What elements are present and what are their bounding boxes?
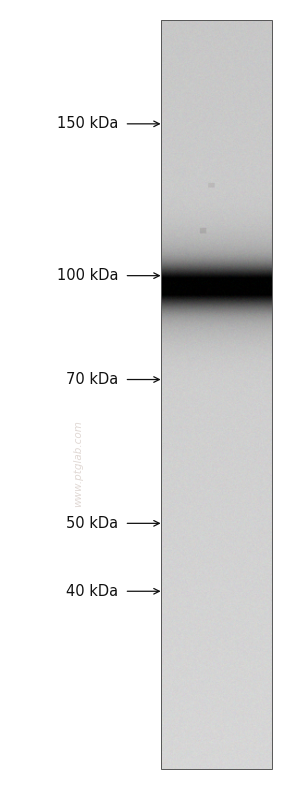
Text: 50 kDa: 50 kDa: [66, 516, 118, 531]
Text: www.ptglab.com: www.ptglab.com: [73, 420, 83, 507]
Text: 40 kDa: 40 kDa: [66, 584, 118, 598]
Text: 150 kDa: 150 kDa: [57, 117, 118, 131]
Bar: [160, 20, 272, 769]
Text: 100 kDa: 100 kDa: [57, 268, 118, 283]
Text: 70 kDa: 70 kDa: [66, 372, 118, 387]
